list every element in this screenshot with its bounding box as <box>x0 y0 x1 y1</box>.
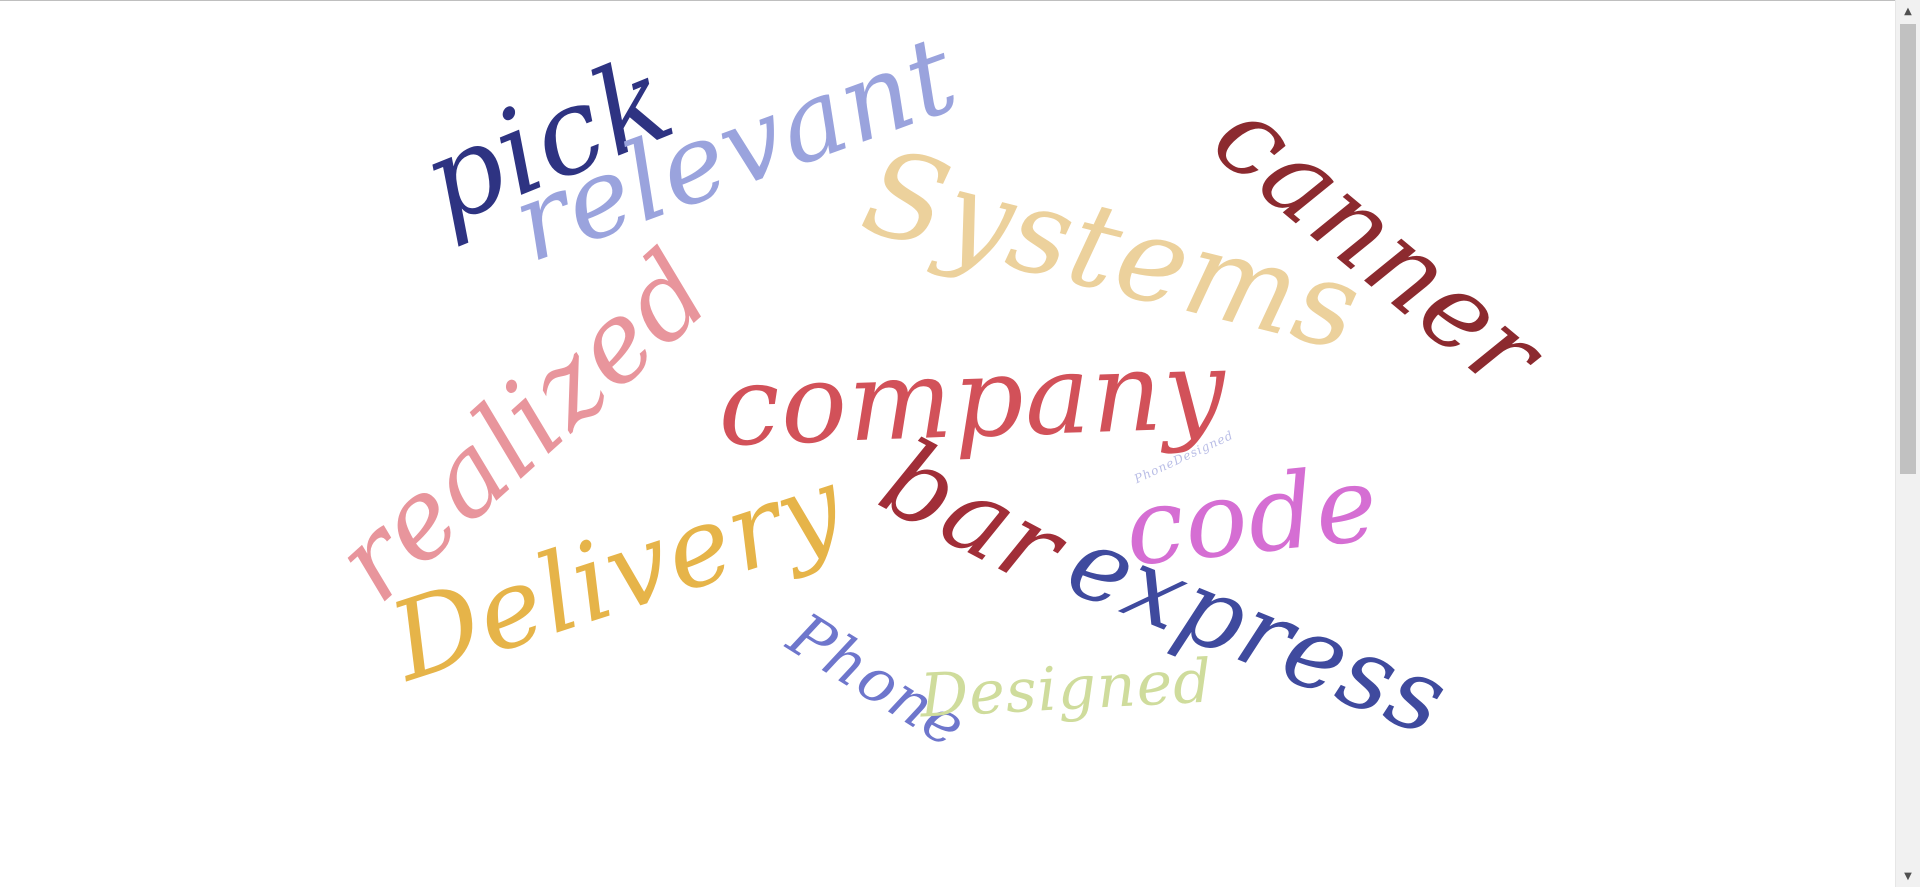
triangle-down-icon[interactable]: ▼ <box>1904 870 1912 882</box>
vertical-scrollbar[interactable]: ▲ ▼ <box>1895 0 1920 887</box>
word-designed: Designed <box>918 646 1215 732</box>
scrollbar-thumb[interactable] <box>1900 24 1916 474</box>
triangle-up-icon[interactable]: ▲ <box>1904 5 1912 17</box>
